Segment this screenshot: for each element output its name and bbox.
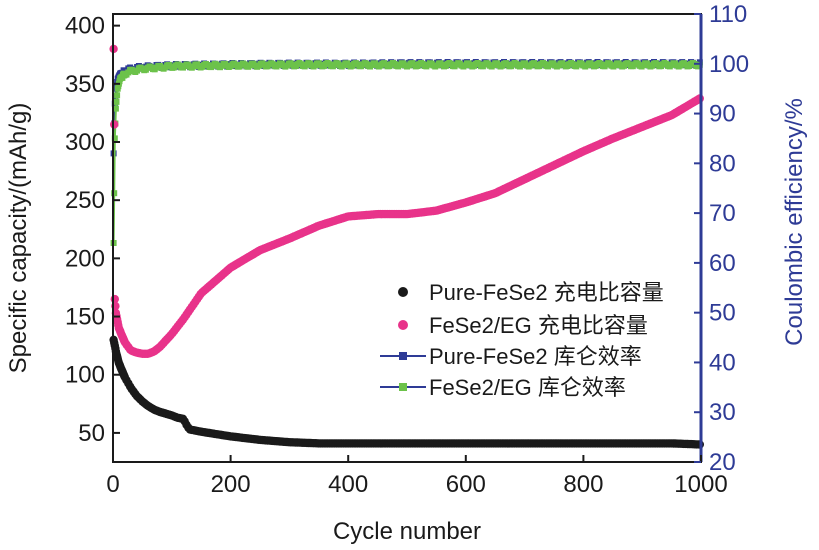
legend: Pure-FeSe2 充电比容量 FeSe2/EG 充电比容量 Pure-FeS… xyxy=(380,280,664,400)
y2-tick-label: 60 xyxy=(709,250,736,277)
x-tick-label: 1000 xyxy=(674,471,727,498)
data-point xyxy=(112,105,119,112)
y2-tick-label: 40 xyxy=(709,349,736,376)
y-tick-label: 300 xyxy=(65,129,105,156)
legend-item-eg-ce: FeSe2/EG 库仑效率 xyxy=(380,375,626,400)
y2-tick-label: 80 xyxy=(709,150,736,177)
series-eg-capacity xyxy=(109,44,704,358)
x-tick-label: 200 xyxy=(211,471,251,498)
y2-tick-label: 20 xyxy=(709,449,736,476)
x-tick-label: 600 xyxy=(446,471,486,498)
y-tick-label: 350 xyxy=(65,71,105,98)
series-pure-capacity xyxy=(109,335,704,449)
legend-label-pure-ce: Pure-FeSe2 库仑效率 xyxy=(429,344,642,369)
data-point xyxy=(111,190,118,197)
legend-marker-pure-ce xyxy=(399,352,407,360)
y2-tick-label: 70 xyxy=(709,200,736,227)
y-tick-label: 200 xyxy=(65,245,105,272)
data-point xyxy=(110,120,119,129)
legend-label-pure-capacity: Pure-FeSe2 充电比容量 xyxy=(429,280,664,305)
y-tick-label: 50 xyxy=(78,420,105,447)
legend-item-pure-capacity: Pure-FeSe2 充电比容量 xyxy=(398,280,664,305)
y2-tick-label: 50 xyxy=(709,300,736,327)
x-axis-label: Cycle number xyxy=(333,518,481,545)
legend-item-pure-ce: Pure-FeSe2 库仑效率 xyxy=(380,344,642,369)
data-point xyxy=(111,135,118,142)
y2-tick-label: 30 xyxy=(709,399,736,426)
series-eg-ce xyxy=(110,60,703,246)
data-point xyxy=(114,92,121,99)
legend-label-eg-ce: FeSe2/EG 库仑效率 xyxy=(429,375,626,400)
y2-axis-label: Coulombic efficiency/% xyxy=(781,98,808,346)
y2-tick-label: 110 xyxy=(709,1,747,28)
y-tick-label: 150 xyxy=(65,304,105,331)
legend-marker-eg-capacity xyxy=(398,320,408,330)
data-point xyxy=(113,98,120,105)
legend-marker-eg-ce xyxy=(399,383,407,391)
legend-label-eg-capacity: FeSe2/EG 充电比容量 xyxy=(429,313,648,338)
y2-tick-label: 90 xyxy=(709,101,736,128)
x-tick-label: 400 xyxy=(328,471,368,498)
y-tick-label: 400 xyxy=(65,13,105,40)
legend-marker-pure-capacity xyxy=(398,287,408,297)
y2-tick-label: 100 xyxy=(709,51,749,78)
x-tick-label: 800 xyxy=(563,471,603,498)
legend-item-eg-capacity: FeSe2/EG 充电比容量 xyxy=(398,313,648,338)
y-axis-label: Specific capacity/(mAh/g) xyxy=(5,103,32,374)
x-tick-label: 0 xyxy=(106,471,119,498)
y-tick-label: 100 xyxy=(65,362,105,389)
y-tick-label: 250 xyxy=(65,187,105,214)
